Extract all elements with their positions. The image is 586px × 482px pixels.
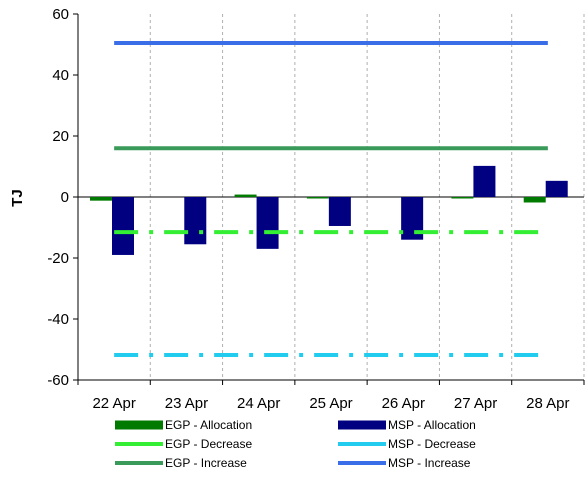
x-tick-label: 22 Apr bbox=[92, 395, 135, 412]
bar bbox=[328, 197, 351, 226]
y-tick-label: 0 bbox=[61, 189, 69, 206]
legend: EGP - Allocation MSP - Allocation EGP - De… bbox=[115, 418, 476, 470]
bar bbox=[90, 197, 112, 201]
reference-lines bbox=[114, 40, 548, 357]
legend-label: MSP - Decrease bbox=[388, 437, 476, 451]
y-tick-label: 20 bbox=[52, 128, 69, 145]
x-tick-label: 27 Apr bbox=[454, 395, 497, 412]
y-tick-label: -40 bbox=[47, 311, 69, 328]
bar bbox=[473, 165, 496, 197]
bar bbox=[306, 197, 329, 199]
y-tick-label: 60 bbox=[52, 6, 69, 23]
y-axis-label: TJ bbox=[9, 189, 26, 207]
bar bbox=[184, 197, 207, 245]
x-tick-label: 25 Apr bbox=[309, 395, 352, 412]
bar bbox=[112, 197, 134, 255]
bar bbox=[523, 197, 546, 203]
legend-swatch bbox=[115, 420, 163, 430]
bar bbox=[234, 194, 257, 197]
bars bbox=[90, 165, 568, 255]
x-axis: 22 Apr 23 Apr 24 Apr 25 Apr 26 Apr 27 Apr 28 A… bbox=[77, 196, 585, 412]
y-tick-label: 40 bbox=[52, 67, 69, 84]
x-tick-label: 28 Apr bbox=[526, 395, 569, 412]
bar bbox=[256, 197, 279, 249]
legend-label: EGP - Decrease bbox=[165, 437, 252, 451]
x-tick-label: 26 Apr bbox=[382, 395, 425, 412]
legend-swatch bbox=[338, 420, 386, 430]
y-tick-label: -20 bbox=[47, 250, 69, 267]
bar bbox=[401, 197, 424, 240]
legend-label: EGP - Allocation bbox=[165, 418, 252, 432]
legend-label: MSP - Increase bbox=[388, 456, 471, 470]
x-tick-label: 23 Apr bbox=[165, 395, 208, 412]
legend-label: MSP - Allocation bbox=[388, 418, 476, 432]
y-axis: -60 -40 -20 0 20 40 60 bbox=[47, 6, 79, 389]
y-tick-label: -60 bbox=[47, 372, 69, 389]
x-tick-label: 24 Apr bbox=[237, 395, 280, 412]
legend-label: EGP - Increase bbox=[165, 456, 247, 470]
bar bbox=[451, 197, 474, 199]
bar bbox=[545, 180, 568, 197]
